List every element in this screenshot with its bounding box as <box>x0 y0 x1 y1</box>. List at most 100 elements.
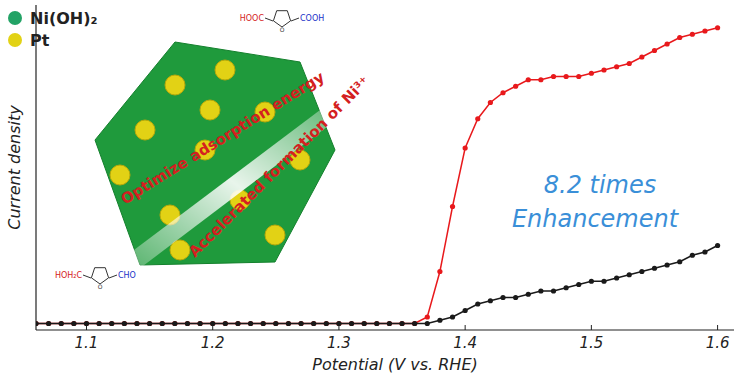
x-tick-label: 1.4 <box>453 334 477 352</box>
molecule-group: HOOC <box>240 14 265 23</box>
series-marker <box>97 321 102 326</box>
ring-atom: O <box>280 26 285 33</box>
series-marker <box>665 41 670 46</box>
series-marker <box>362 321 367 326</box>
series-marker <box>601 279 606 284</box>
bond <box>109 275 117 278</box>
molecule: O HOOC COOH <box>240 11 324 33</box>
series-marker <box>702 28 707 33</box>
series-marker <box>374 321 379 326</box>
series-marker <box>589 71 594 76</box>
y-axis-label: Current density <box>5 105 24 230</box>
series-marker <box>551 74 556 79</box>
series-marker <box>513 84 518 89</box>
series-marker <box>425 321 430 326</box>
series-marker <box>387 321 392 326</box>
series-marker <box>286 321 291 326</box>
pt-particle <box>165 75 185 95</box>
series-marker <box>134 321 139 326</box>
series-marker <box>614 275 619 280</box>
x-tick-label: 1.6 <box>706 334 730 352</box>
series-marker <box>261 321 266 326</box>
inset-legend-label: Pt <box>30 31 50 50</box>
series-marker <box>286 321 291 326</box>
series-marker <box>362 321 367 326</box>
molecule-group: CHO <box>118 271 136 280</box>
x-tick-label: 1.3 <box>327 334 351 352</box>
x-tick <box>717 325 718 330</box>
series-marker <box>298 321 303 326</box>
series-marker <box>197 321 202 326</box>
series-marker <box>589 279 594 284</box>
series-marker <box>311 321 316 326</box>
series-marker <box>463 308 468 313</box>
series-marker <box>652 266 657 271</box>
series-marker <box>160 321 165 326</box>
series-marker <box>134 321 139 326</box>
series-marker <box>475 116 480 121</box>
series-marker <box>59 321 64 326</box>
series-marker <box>576 74 581 79</box>
series-marker <box>425 314 430 319</box>
series-marker <box>160 321 165 326</box>
pt-particle <box>265 225 285 245</box>
series-marker <box>639 269 644 274</box>
series-marker <box>147 321 152 326</box>
series-marker <box>538 77 543 82</box>
inset-illustration <box>95 42 352 272</box>
series-marker <box>235 321 240 326</box>
series-marker <box>147 321 152 326</box>
series-marker <box>349 321 354 326</box>
bond <box>291 18 299 21</box>
series-marker <box>172 321 177 326</box>
series-marker <box>122 321 127 326</box>
pt-particle <box>200 100 220 120</box>
series-marker <box>122 321 127 326</box>
series-marker <box>488 298 493 303</box>
series-marker <box>248 321 253 326</box>
bond <box>265 18 273 21</box>
series-marker <box>223 321 228 326</box>
series-marker <box>349 321 354 326</box>
series-marker <box>324 321 329 326</box>
series-marker <box>500 90 505 95</box>
series-marker <box>210 321 215 326</box>
series-marker <box>500 295 505 300</box>
series-marker <box>197 321 202 326</box>
series-marker <box>450 204 455 209</box>
x-axis-label: Potential (V vs. RHE) <box>312 355 478 374</box>
series-marker <box>576 282 581 287</box>
series-marker <box>84 321 89 326</box>
series-marker <box>185 321 190 326</box>
series-marker <box>248 321 253 326</box>
series-marker <box>273 321 278 326</box>
series-marker <box>311 321 316 326</box>
pt-particle <box>110 165 130 185</box>
series-marker <box>336 321 341 326</box>
series-marker <box>627 61 632 66</box>
y-axis <box>35 5 36 330</box>
plot-area <box>36 25 720 326</box>
annotation: Enhancement <box>512 205 680 233</box>
series-marker <box>551 288 556 293</box>
series-line <box>36 246 718 324</box>
series-marker <box>235 321 240 326</box>
furan-ring <box>273 11 290 27</box>
series-marker <box>513 295 518 300</box>
series-marker <box>36 321 39 326</box>
series-marker <box>475 301 480 306</box>
series-marker <box>71 321 76 326</box>
annotation: 8.2 times <box>544 171 657 199</box>
series-marker <box>109 321 114 326</box>
series-marker <box>450 314 455 319</box>
series-marker <box>665 262 670 267</box>
ring-atom: O <box>98 283 103 290</box>
series-marker <box>690 253 695 258</box>
series-marker <box>463 145 468 150</box>
series-marker <box>36 321 39 326</box>
series-marker <box>677 35 682 40</box>
molecule-group: COOH <box>300 14 324 23</box>
series-marker <box>387 321 392 326</box>
pt-particle <box>215 60 235 80</box>
series-marker <box>46 321 51 326</box>
